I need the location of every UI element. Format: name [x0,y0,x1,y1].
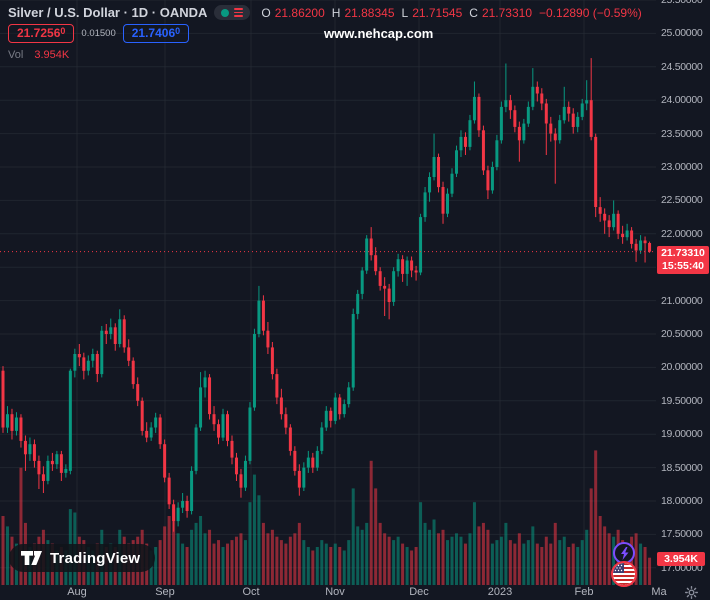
axis-settings-button[interactable] [684,585,699,600]
us-flag-button[interactable] [611,561,637,587]
tradingview-logo[interactable]: TradingView [9,544,156,572]
chart-header: Silver / U.S. Dollar · 1D · OANDA O 21.86… [8,5,642,20]
watermark: www.nehcap.com [324,26,434,41]
last-price-label: 21.73310 15:55:40 [657,246,709,274]
time-tick-label: Nov [325,586,345,598]
price-tick-label: 19.50000 [661,394,703,407]
symbol-title[interactable]: Silver / U.S. Dollar · 1D · OANDA [8,5,208,20]
volume-readout: Vol 3.954K [8,49,69,61]
time-tick-label: Aug [67,586,87,598]
price-tick-label: 20.50000 [661,328,703,340]
price-tick-label: 24.00000 [661,94,703,107]
tradingview-logo-text: TradingView [50,549,141,567]
bid-ask-row: 21.72560 0.01500 21.74060 [8,24,190,43]
price-tick-label: 24.50000 [661,60,703,73]
lightning-icon [620,546,628,560]
time-tick-label: Dec [409,586,429,598]
bar-countdown: 15:55:40 [661,260,705,272]
price-tick-label: 18.50000 [661,461,703,474]
spread-value: 0.01500 [81,28,116,39]
us-flag-icon [613,563,635,585]
high-label: H [331,5,341,20]
price-tick-label: 17.50000 [661,528,703,541]
time-tick-label: Sep [155,586,175,598]
low-label: L [401,5,409,20]
low-value: 21.71545 [412,5,463,20]
volume-value: 3.954K [34,49,70,61]
price-tick-label: 22.50000 [661,194,703,207]
bid-price-button[interactable]: 21.72560 [8,24,75,43]
price-axis[interactable]: 21.73310 15:55:40 3.954K 25.50000 25.0000… [656,0,710,585]
gear-icon [684,585,699,600]
market-open-dot-icon [221,8,230,17]
open-label: O [261,5,271,20]
market-status-toggle[interactable] [214,5,251,20]
time-tick-label: Ma [651,586,667,598]
price-tick-label: 18.00000 [661,495,703,507]
time-tick-label: Oct [242,586,260,598]
last-price-value: 21.73310 [661,247,705,259]
price-tick-label: 23.50000 [661,127,703,140]
time-tick-label: 2023 [487,586,513,598]
price-tick-label: 25.00000 [661,27,703,40]
high-value: 21.88345 [344,5,395,20]
time-axis[interactable]: Aug Sep Oct Nov Dec 2023 Feb Ma [0,585,710,600]
volume-label: Vol [8,49,24,61]
ohlc-readout: O 21.86200 H 21.88345 L 21.71545 C 21.73310 … [261,6,641,20]
open-value: 21.86200 [274,5,325,20]
price-tick-label: 20.00000 [661,361,703,374]
price-tick-label: 19.00000 [661,428,703,441]
volume-axis-label: 3.954K [657,552,705,566]
close-value: 21.73310 [481,5,532,20]
price-tick-label: 21.00000 [661,294,703,307]
ask-price-button[interactable]: 21.74060 [122,24,190,43]
time-tick-label: Feb [574,586,594,598]
price-tick-label: 23.00000 [661,161,703,173]
price-tick-label: 25.50000 [661,0,703,6]
change-value: −0.12890 (−0.59%) [539,5,642,20]
tradingview-mark-icon [21,551,42,565]
close-label: C [469,5,478,20]
price-tick-label: 22.00000 [661,227,703,240]
candlestick-chart[interactable] [0,0,656,585]
menu-icon [234,8,244,17]
